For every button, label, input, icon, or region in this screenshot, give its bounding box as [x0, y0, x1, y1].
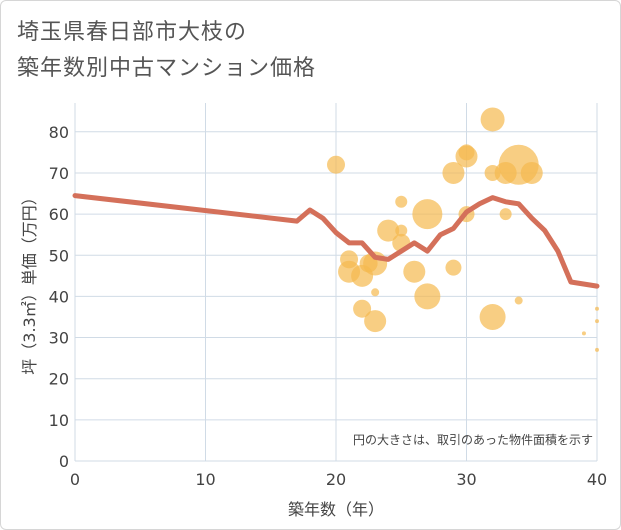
bubble-point — [595, 319, 599, 324]
bubble-point — [414, 283, 441, 310]
bubble-point — [395, 224, 408, 237]
bubble-point — [442, 161, 465, 184]
y-tick-label: 70 — [49, 164, 69, 183]
x-tick-label: 30 — [456, 470, 476, 489]
bubble-point — [479, 303, 506, 330]
y-tick-label: 80 — [49, 123, 69, 142]
chart-title: 埼玉県春日部市大枝の 築年数別中古マンション価格 — [17, 15, 316, 87]
bubble-point — [327, 155, 345, 174]
x-tick-label: 20 — [326, 470, 346, 489]
title-line-2: 築年数別中古マンション価格 — [17, 56, 317, 81]
y-tick-label: 60 — [49, 205, 69, 224]
y-tick-label: 50 — [49, 246, 69, 265]
y-tick-label: 30 — [49, 329, 69, 348]
bubble-point — [395, 195, 408, 208]
trend-line-series — [72, 193, 600, 289]
bubble-point — [371, 288, 380, 297]
x-tick-label: 0 — [70, 470, 80, 489]
bubble-point — [364, 310, 387, 333]
y-tick-label: 20 — [49, 370, 69, 389]
bubble-point — [520, 161, 543, 184]
y-tick-label: 0 — [59, 452, 69, 471]
trend-line — [72, 193, 600, 289]
axis-ticks: 0 10 20 30 40 50 60 70 80 0 10 20 30 40 — [49, 123, 608, 489]
bubble-point — [412, 199, 443, 230]
bubble-point — [458, 144, 475, 161]
bubble-point — [595, 347, 599, 352]
bubble-point — [499, 208, 512, 221]
y-axis-label: 坪（3.3㎡）単価（万円） — [20, 189, 39, 374]
bubble-series — [327, 107, 599, 352]
title-line-1: 埼玉県春日部市大枝の — [17, 20, 248, 45]
bubble-point — [514, 296, 523, 305]
x-tick-label: 10 — [195, 470, 215, 489]
bubble-point — [377, 219, 400, 242]
size-note: 円の大きさは、取引のあった物件面積を示す — [353, 432, 593, 447]
bubble-point — [403, 260, 426, 283]
x-tick-label: 40 — [587, 470, 607, 489]
bubble-point — [353, 299, 372, 318]
y-tick-label: 40 — [49, 287, 69, 306]
bubble-point — [445, 259, 462, 276]
bubble-point — [595, 306, 599, 311]
y-tick-label: 10 — [49, 411, 69, 430]
x-axis-label: 築年数（年） — [288, 500, 384, 519]
bubble-point — [480, 107, 505, 132]
bubble-point — [581, 331, 586, 336]
